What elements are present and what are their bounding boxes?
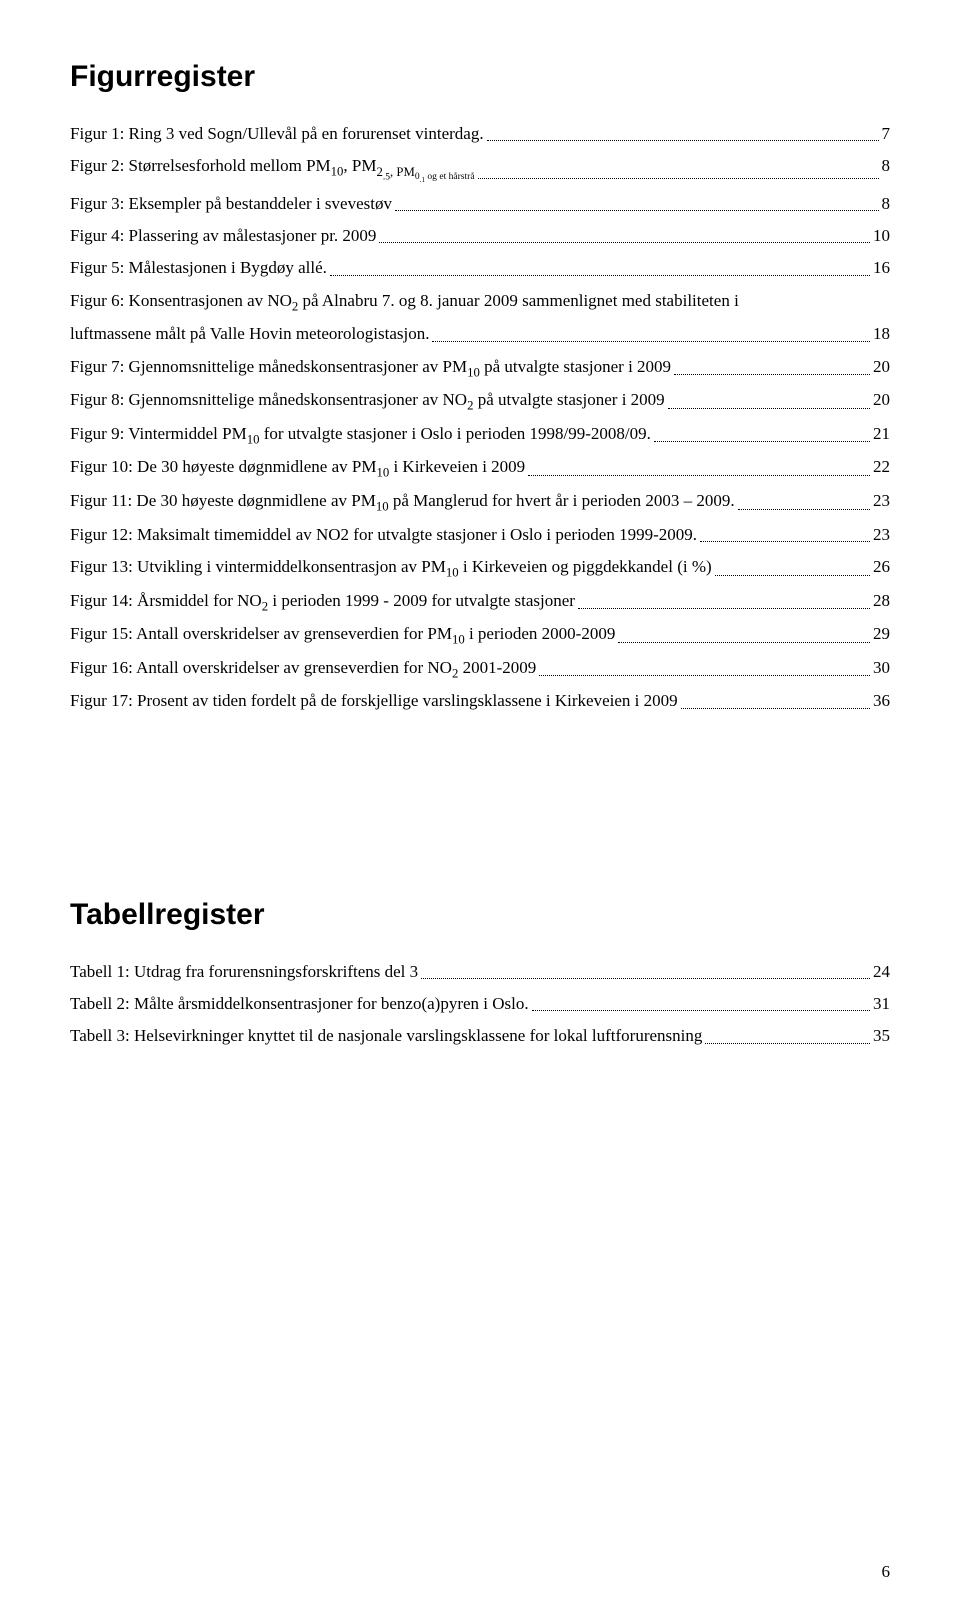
tabell-entry-page: 35 — [873, 1020, 890, 1052]
figur-entry: Figur 3: Eksempler på bestanddeler i sve… — [70, 188, 890, 220]
figur-entry-page: 21 — [873, 418, 890, 450]
toc-leader — [432, 340, 870, 342]
figur-entry-text: Figur 13: Utvikling i vintermiddelkonsen… — [70, 551, 712, 585]
figur-entry-text: Figur 4: Plassering av målestasjoner pr.… — [70, 220, 376, 252]
toc-leader — [654, 440, 870, 442]
figur-entry-text: Figur 6: Konsentrasjonen av NO2 på Alnab… — [70, 285, 890, 319]
figur-entry-text: Figur 16: Antall overskridelser av grens… — [70, 652, 536, 686]
figur-entry: Figur 17: Prosent av tiden fordelt på de… — [70, 685, 890, 717]
tabell-entry: Tabell 3: Helsevirkninger knyttet til de… — [70, 1020, 890, 1052]
figur-entry-line2: luftmassene målt på Valle Hovin meteorol… — [70, 318, 890, 350]
toc-leader — [528, 474, 870, 476]
figur-entry-text: Figur 17: Prosent av tiden fordelt på de… — [70, 685, 678, 717]
toc-leader — [674, 373, 870, 375]
figur-entry-text: Figur 5: Målestasjonen i Bygdøy allé. — [70, 252, 327, 284]
figur-entry-page: 7 — [882, 118, 891, 150]
figur-entry: Figur 6: Konsentrasjonen av NO2 på Alnab… — [70, 285, 890, 351]
figur-entry-text: Figur 15: Antall overskridelser av grens… — [70, 618, 615, 652]
figur-register-heading: Figurregister — [70, 60, 890, 94]
figur-entry: Figur 14: Årsmiddel for NO2 i perioden 1… — [70, 585, 890, 619]
tabell-entry-text: Tabell 1: Utdrag fra forurensningsforskr… — [70, 956, 418, 988]
toc-leader — [478, 177, 879, 179]
figur-entry-page: 23 — [873, 519, 890, 551]
figur-entry-text: Figur 7: Gjennomsnittelige månedskonsent… — [70, 351, 671, 385]
figur-entry: Figur 1: Ring 3 ved Sogn/Ullevål på en f… — [70, 118, 890, 150]
page-number: 6 — [882, 1562, 891, 1582]
figur-entry-text: Figur 3: Eksempler på bestanddeler i sve… — [70, 188, 392, 220]
figur-entry-page: 8 — [882, 188, 891, 220]
figur-entry-page: 30 — [873, 652, 890, 684]
figur-entry-page: 18 — [873, 318, 890, 350]
toc-leader — [700, 540, 870, 542]
toc-leader — [668, 407, 870, 409]
figur-entry-page: 28 — [873, 585, 890, 617]
tabell-entry: Tabell 1: Utdrag fra forurensningsforskr… — [70, 956, 890, 988]
figur-entry-page: 23 — [873, 485, 890, 517]
figur-entry-text: Figur 2: Størrelsesforhold mellom PM10, … — [70, 150, 475, 187]
figur-entry-text: luftmassene målt på Valle Hovin meteorol… — [70, 318, 429, 350]
figur-entry: Figur 7: Gjennomsnittelige månedskonsent… — [70, 351, 890, 385]
document-page: Figurregister Figur 1: Ring 3 ved Sogn/U… — [0, 0, 960, 1622]
toc-leader — [618, 641, 870, 643]
figur-entry: Figur 8: Gjennomsnittelige månedskonsent… — [70, 384, 890, 418]
figur-entry-page: 10 — [873, 220, 890, 252]
figur-entry: Figur 12: Maksimalt timemiddel av NO2 fo… — [70, 519, 890, 551]
figur-entry-text: Figur 9: Vintermiddel PM10 for utvalgte … — [70, 418, 651, 452]
figur-entry: Figur 4: Plassering av målestasjoner pr.… — [70, 220, 890, 252]
figur-entry: Figur 11: De 30 høyeste døgnmidlene av P… — [70, 485, 890, 519]
figur-entry-page: 36 — [873, 685, 890, 717]
toc-leader — [539, 674, 870, 676]
figur-entry-page: 20 — [873, 384, 890, 416]
tabell-entry-text: Tabell 2: Målte årsmiddelkonsentrasjoner… — [70, 988, 529, 1020]
figur-entry: Figur 9: Vintermiddel PM10 for utvalgte … — [70, 418, 890, 452]
figur-entry-page: 16 — [873, 252, 890, 284]
figur-entry-text: Figur 8: Gjennomsnittelige månedskonsent… — [70, 384, 665, 418]
toc-leader — [705, 1042, 870, 1044]
figur-entry-page: 26 — [873, 551, 890, 583]
toc-leader — [578, 607, 870, 609]
tabell-entry-text: Tabell 3: Helsevirkninger knyttet til de… — [70, 1020, 702, 1052]
tabell-entry-page: 24 — [873, 956, 890, 988]
figur-entry-page: 22 — [873, 451, 890, 483]
figur-entry-page: 8 — [882, 150, 891, 182]
tabell-entry: Tabell 2: Målte årsmiddelkonsentrasjoner… — [70, 988, 890, 1020]
figur-entry: Figur 16: Antall overskridelser av grens… — [70, 652, 890, 686]
figur-entry: Figur 15: Antall overskridelser av grens… — [70, 618, 890, 652]
toc-leader — [379, 241, 870, 243]
toc-leader — [395, 209, 879, 211]
figur-entry-text: Figur 14: Årsmiddel for NO2 i perioden 1… — [70, 585, 575, 619]
tabell-register-heading: Tabellregister — [70, 898, 890, 932]
toc-leader — [715, 574, 870, 576]
tabell-toc-block: Tabell 1: Utdrag fra forurensningsforskr… — [70, 956, 890, 1053]
tabell-entry-page: 31 — [873, 988, 890, 1020]
toc-leader — [681, 707, 870, 709]
toc-leader — [487, 139, 879, 141]
figur-entry: Figur 10: De 30 høyeste døgnmidlene av P… — [70, 451, 890, 485]
figur-entry-text: Figur 11: De 30 høyeste døgnmidlene av P… — [70, 485, 735, 519]
figur-entry-text: Figur 10: De 30 høyeste døgnmidlene av P… — [70, 451, 525, 485]
figur-entry-page: 20 — [873, 351, 890, 383]
toc-leader — [421, 977, 870, 979]
figur-entry: Figur 13: Utvikling i vintermiddelkonsen… — [70, 551, 890, 585]
toc-leader — [330, 274, 870, 276]
figur-entry-text: Figur 1: Ring 3 ved Sogn/Ullevål på en f… — [70, 118, 484, 150]
figur-entry-text: Figur 12: Maksimalt timemiddel av NO2 fo… — [70, 519, 697, 551]
figur-entry-page: 29 — [873, 618, 890, 650]
figur-toc-block: Figur 1: Ring 3 ved Sogn/Ullevål på en f… — [70, 118, 890, 718]
figur-entry: Figur 2: Størrelsesforhold mellom PM10, … — [70, 150, 890, 187]
figur-entry: Figur 5: Målestasjonen i Bygdøy allé. 16 — [70, 252, 890, 284]
toc-leader — [738, 508, 870, 510]
toc-leader — [532, 1009, 870, 1011]
